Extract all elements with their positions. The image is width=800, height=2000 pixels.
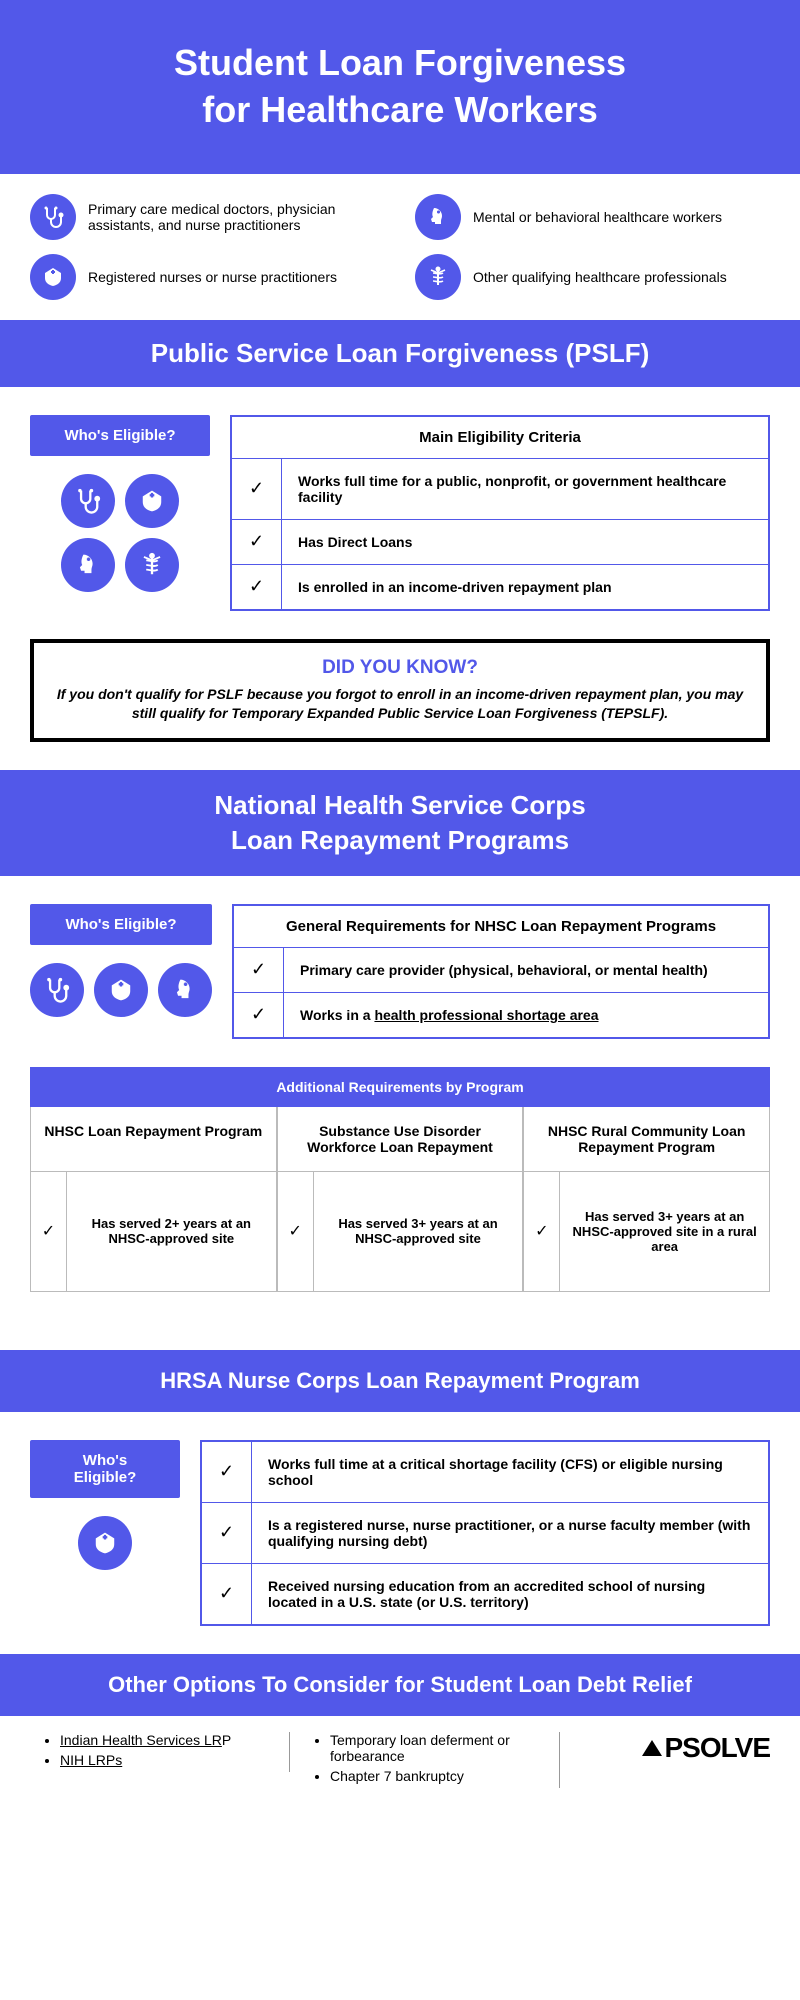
mental-icon <box>158 963 212 1017</box>
pslf-who: Who's Eligible? <box>30 415 210 592</box>
programs-header: Additional Requirements by Program <box>30 1067 770 1107</box>
hrsa-banner: HRSA Nurse Corps Loan Repayment Program <box>0 1350 800 1412</box>
logo-text: PSOLVE <box>664 1732 770 1764</box>
check-icon: ✓ <box>232 459 282 519</box>
check-icon: ✓ <box>232 565 282 609</box>
hrsa-criteria-table: ✓ Works full time at a critical shortage… <box>200 1440 770 1626</box>
nhsc-banner: National Health Service Corps Loan Repay… <box>0 770 800 876</box>
option-item: Temporary loan deferment or forbearance <box>330 1732 543 1764</box>
caduceus-icon <box>125 538 179 592</box>
page-title: Student Loan Forgiveness for Healthcare … <box>20 40 780 134</box>
logo-arrow-icon <box>642 1740 662 1756</box>
title-line2: for Healthcare Workers <box>202 89 598 130</box>
program-req-text: Has served 2+ years at an NHSC-approved … <box>67 1172 276 1291</box>
title-line1: Student Loan Forgiveness <box>174 42 626 83</box>
caduceus-icon <box>415 254 461 300</box>
criteria-text: Works in a health professional shortage … <box>284 993 768 1037</box>
category-item: Other qualifying healthcare professional… <box>415 254 770 300</box>
criteria-row: ✓ Works in a health professional shortag… <box>234 992 768 1037</box>
check-icon: ✓ <box>202 1503 252 1563</box>
criteria-text: Is a registered nurse, nurse practitione… <box>252 1503 768 1563</box>
pslf-criteria-table: Main Eligibility Criteria ✓ Works full t… <box>230 415 770 611</box>
program-req-text: Has served 3+ years at an NHSC-approved … <box>560 1172 769 1291</box>
other-col2: Temporary loan deferment or forbearance C… <box>300 1732 560 1788</box>
program-req-text: Has served 3+ years at an NHSC-approved … <box>314 1172 523 1291</box>
nurse-icon <box>30 254 76 300</box>
criteria-header: General Requirements for NHSC Loan Repay… <box>234 906 768 948</box>
hrsa-content: Who's Eligible? ✓ Works full time at a c… <box>0 1412 800 1654</box>
criteria-row: ✓ Is a registered nurse, nurse practitio… <box>202 1502 768 1563</box>
category-label: Other qualifying healthcare professional… <box>473 269 727 285</box>
who-eligible-label: Who's Eligible? <box>30 1440 180 1498</box>
category-item: Registered nurses or nurse practitioners <box>30 254 385 300</box>
option-item: Chapter 7 bankruptcy <box>330 1768 543 1784</box>
check-icon: ✓ <box>234 993 284 1037</box>
nhsc-who: Who's Eligible? <box>30 904 212 1017</box>
worker-categories: Primary care medical doctors, physician … <box>0 174 800 320</box>
criteria-row: ✓ Works full time for a public, nonprofi… <box>232 459 768 519</box>
criteria-text: Primary care provider (physical, behavio… <box>284 948 768 992</box>
program-name: NHSC Loan Repayment Program <box>30 1107 277 1172</box>
other-banner: Other Options To Consider for Student Lo… <box>0 1654 800 1716</box>
check-icon: ✓ <box>202 1442 252 1502</box>
option-item: Indian Health Services LRP <box>60 1732 273 1748</box>
nhsc-programs-table: Additional Requirements by Program NHSC … <box>30 1067 770 1292</box>
check-icon: ✓ <box>234 948 284 992</box>
dyk-title: DID YOU KNOW? <box>54 657 746 679</box>
program-req-cell: ✓ Has served 3+ years at an NHSC-approve… <box>523 1172 770 1292</box>
other-col1: Indian Health Services LRP NIH LRPs <box>30 1732 290 1772</box>
category-item: Primary care medical doctors, physician … <box>30 194 385 240</box>
brand-logo: PSOLVE <box>570 1732 770 1764</box>
program-name: NHSC Rural Community Loan Repayment Prog… <box>523 1107 770 1172</box>
nurse-icon <box>78 1516 132 1570</box>
who-eligible-label: Who's Eligible? <box>30 415 210 456</box>
nhsc-title-l1: National Health Service Corps <box>214 790 585 820</box>
check-icon: ✓ <box>31 1172 67 1291</box>
criteria-text: Works full time for a public, nonprofit,… <box>282 459 768 519</box>
criteria-text: Works full time at a critical shortage f… <box>252 1442 768 1502</box>
nurse-icon <box>94 963 148 1017</box>
criteria-text: Is enrolled in an income-driven repaymen… <box>282 565 768 609</box>
mental-icon <box>415 194 461 240</box>
category-label: Primary care medical doctors, physician … <box>88 201 385 233</box>
pslf-banner: Public Service Loan Forgiveness (PSLF) <box>0 320 800 387</box>
dyk-text: If you don't qualify for PSLF because yo… <box>54 685 746 724</box>
pslf-content: Who's Eligible? Main Eligibility Criteri… <box>0 387 800 639</box>
nurse-icon <box>125 474 179 528</box>
option-item: NIH LRPs <box>60 1752 273 1768</box>
check-icon: ✓ <box>278 1172 314 1291</box>
did-you-know-box: DID YOU KNOW? If you don't qualify for P… <box>30 639 770 742</box>
criteria-row: ✓ Works full time at a critical shortage… <box>202 1442 768 1502</box>
stethoscope-icon <box>61 474 115 528</box>
mental-icon <box>61 538 115 592</box>
criteria-row: ✓ Primary care provider (physical, behav… <box>234 948 768 992</box>
criteria-row: ✓ Is enrolled in an income-driven repaym… <box>232 564 768 609</box>
criteria-row: ✓ Has Direct Loans <box>232 519 768 564</box>
program-req-cell: ✓ Has served 2+ years at an NHSC-approve… <box>30 1172 277 1292</box>
category-label: Registered nurses or nurse practitioners <box>88 269 337 285</box>
other-options: Indian Health Services LRP NIH LRPs Tempo… <box>0 1716 800 1814</box>
stethoscope-icon <box>30 194 76 240</box>
check-icon: ✓ <box>524 1172 560 1291</box>
program-req-cell: ✓ Has served 3+ years at an NHSC-approve… <box>277 1172 524 1292</box>
check-icon: ✓ <box>202 1564 252 1624</box>
page-header: Student Loan Forgiveness for Healthcare … <box>0 0 800 174</box>
who-eligible-label: Who's Eligible? <box>30 904 212 945</box>
criteria-header: Main Eligibility Criteria <box>232 417 768 459</box>
criteria-text: Has Direct Loans <box>282 520 768 564</box>
criteria-row: ✓ Received nursing education from an acc… <box>202 1563 768 1624</box>
nhsc-title-l2: Loan Repayment Programs <box>231 825 569 855</box>
nhsc-content: Who's Eligible? General Requirements for… <box>0 876 800 1067</box>
nhsc-general-table: General Requirements for NHSC Loan Repay… <box>232 904 770 1039</box>
hrsa-who: Who's Eligible? <box>30 1440 180 1570</box>
criteria-text: Received nursing education from an accre… <box>252 1564 768 1624</box>
stethoscope-icon <box>30 963 84 1017</box>
category-item: Mental or behavioral healthcare workers <box>415 194 770 240</box>
check-icon: ✓ <box>232 520 282 564</box>
program-name: Substance Use Disorder Workforce Loan Re… <box>277 1107 524 1172</box>
category-label: Mental or behavioral healthcare workers <box>473 209 722 225</box>
